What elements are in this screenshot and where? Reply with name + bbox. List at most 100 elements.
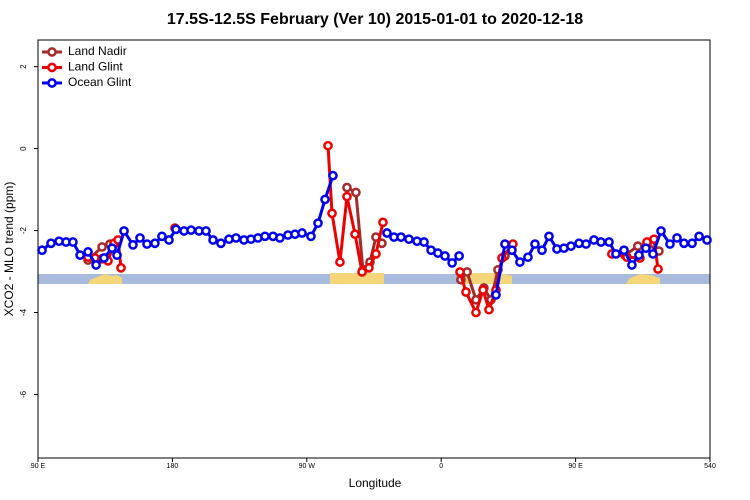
data-point [186, 225, 196, 235]
data-point [350, 229, 360, 240]
data-point [455, 267, 465, 277]
data-point [396, 232, 406, 242]
data-point [687, 238, 697, 249]
data-point [656, 226, 666, 236]
data-point [484, 304, 494, 315]
data-point [672, 233, 682, 243]
data-point [75, 250, 85, 260]
data-point [323, 140, 333, 151]
data-point [653, 264, 663, 274]
data-point [328, 170, 338, 181]
x-tick-label: 90 E [568, 463, 583, 470]
x-tick-label: 540 [704, 463, 716, 470]
data-point [491, 290, 501, 300]
data-point [297, 228, 307, 238]
data-point [537, 245, 547, 256]
data-point [581, 239, 591, 249]
data-point [157, 231, 167, 242]
data-point [128, 240, 138, 250]
x-axis-label: Longitude [349, 476, 402, 490]
data-point [46, 238, 56, 249]
data-point [342, 191, 352, 202]
data-point [37, 245, 47, 256]
data-point [382, 228, 392, 238]
data-point [633, 241, 643, 251]
data-point [231, 233, 241, 243]
legend-marker [47, 78, 57, 88]
data-point [142, 239, 152, 249]
data-point [530, 239, 540, 249]
y-tick-label: 2 [19, 64, 28, 69]
data-point [515, 257, 525, 267]
data-point [107, 243, 117, 254]
data-point [544, 231, 554, 242]
data-point [335, 257, 345, 267]
y-tick-label: -4 [19, 308, 28, 316]
data-point [641, 243, 651, 254]
x-tick-label: 90 W [299, 463, 316, 470]
data-point [679, 238, 689, 249]
data-point [116, 263, 126, 273]
legend-marker [47, 47, 57, 57]
x-tick-label: 90 E [31, 463, 46, 470]
data-point [566, 241, 576, 251]
data-point [378, 217, 388, 228]
chart-title: 17.5S-12.5S February (Ver 10) 2015-01-01… [167, 11, 583, 28]
data-point [327, 208, 337, 219]
y-tick-label: 0 [19, 146, 28, 151]
data-point [500, 239, 510, 249]
data-point [371, 249, 381, 259]
data-point [471, 307, 481, 318]
data-point [68, 237, 78, 247]
land-patch [88, 274, 122, 284]
data-point [447, 258, 457, 268]
data-point [216, 238, 226, 249]
data-point [342, 182, 352, 193]
data-point [208, 235, 218, 245]
data-point [604, 237, 614, 247]
land-patch [626, 274, 660, 284]
legend-marker [47, 62, 57, 73]
data-point [97, 242, 107, 252]
data-point [404, 234, 414, 245]
data-point [171, 224, 181, 235]
x-tick-label: 180 [167, 463, 179, 470]
data-point [454, 251, 464, 261]
data-point [201, 226, 211, 236]
data-point [694, 231, 704, 242]
data-point [419, 237, 429, 247]
data-point [478, 285, 488, 295]
data-point [627, 260, 637, 270]
data-point [665, 239, 675, 249]
land-mask [38, 273, 710, 284]
y-tick-label: -6 [19, 390, 28, 398]
data-point [440, 251, 450, 261]
data-point [164, 235, 174, 245]
y-tick-label: -2 [19, 226, 28, 234]
data-point [260, 231, 270, 242]
land-patch [330, 273, 384, 284]
data-point [507, 245, 517, 256]
data-point [596, 237, 606, 247]
data-point [523, 252, 533, 263]
legend-label: Ocean Glint [68, 75, 132, 89]
data-point [351, 187, 361, 198]
data-point [634, 250, 644, 260]
data-point [461, 287, 471, 297]
x-tick-label: 0 [439, 463, 443, 470]
data-point [306, 231, 316, 242]
data-point [357, 267, 367, 277]
data-point [313, 218, 323, 229]
data-point [619, 245, 629, 256]
data-point [112, 250, 122, 260]
data-point [91, 260, 101, 270]
data-point [611, 249, 621, 259]
data-point [150, 238, 160, 249]
y-axis-label: XCO2 - MLO trend (ppm) [2, 182, 16, 317]
data-point [320, 194, 330, 205]
data-point [83, 247, 93, 257]
data-point [275, 233, 285, 243]
data-point [364, 263, 374, 273]
data-point [135, 233, 145, 243]
